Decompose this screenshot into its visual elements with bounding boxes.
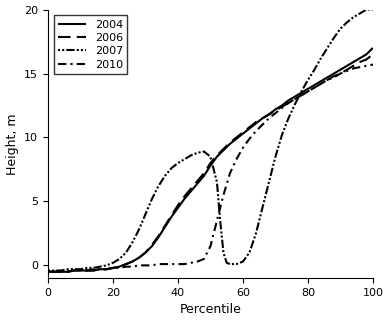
2006 — [280, 105, 284, 109]
2006 — [371, 52, 375, 56]
Line: 2010: 2010 — [48, 64, 373, 272]
Line: 2004: 2004 — [48, 48, 373, 272]
X-axis label: Percentile: Percentile — [179, 303, 242, 317]
Line: 2007: 2007 — [48, 10, 373, 270]
2006 — [260, 116, 265, 120]
2010 — [260, 123, 265, 127]
Y-axis label: Height, m: Height, m — [5, 113, 19, 175]
2004 — [280, 104, 284, 108]
2004 — [371, 46, 375, 50]
2007 — [364, 8, 369, 12]
2006 — [117, 265, 122, 269]
2010 — [46, 270, 50, 274]
2010 — [117, 266, 122, 270]
2010 — [280, 106, 284, 110]
2004 — [364, 52, 369, 56]
2007 — [46, 269, 50, 272]
2007 — [234, 262, 239, 266]
2007 — [231, 262, 235, 266]
2010 — [371, 62, 375, 66]
2006 — [143, 251, 148, 254]
2010 — [364, 64, 369, 68]
2007 — [104, 263, 109, 267]
Legend: 2004, 2006, 2007, 2010: 2004, 2006, 2007, 2010 — [54, 15, 127, 74]
2004 — [46, 270, 50, 274]
2006 — [46, 270, 50, 274]
2006 — [364, 58, 369, 62]
2007 — [224, 261, 229, 265]
2004 — [150, 244, 154, 248]
2004 — [260, 116, 265, 120]
2010 — [150, 263, 154, 267]
2007 — [371, 8, 375, 12]
2010 — [143, 263, 148, 267]
2004 — [143, 251, 148, 254]
2004 — [117, 265, 122, 269]
2007 — [175, 161, 180, 165]
2006 — [150, 243, 154, 247]
2007 — [260, 206, 265, 210]
Line: 2006: 2006 — [48, 54, 373, 272]
